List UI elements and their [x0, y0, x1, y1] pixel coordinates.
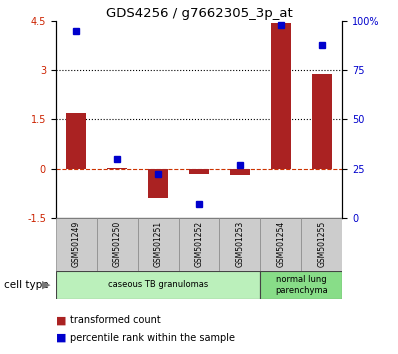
Bar: [107, 168, 127, 169]
Bar: [189, 169, 209, 173]
Text: GSM501255: GSM501255: [317, 221, 326, 267]
Bar: [138, 218, 179, 271]
Bar: [260, 271, 342, 299]
Text: ■: ■: [56, 315, 66, 325]
Text: GSM501254: GSM501254: [276, 221, 285, 267]
Text: ▶: ▶: [41, 280, 50, 290]
Bar: [97, 218, 138, 271]
Text: percentile rank within the sample: percentile rank within the sample: [70, 333, 235, 343]
Text: transformed count: transformed count: [70, 315, 160, 325]
Bar: [312, 74, 332, 169]
Bar: [56, 271, 260, 299]
Bar: [271, 23, 291, 169]
Bar: [66, 113, 86, 169]
Text: GSM501250: GSM501250: [113, 221, 122, 267]
Bar: [179, 218, 219, 271]
Bar: [230, 169, 250, 175]
Title: GDS4256 / g7662305_3p_at: GDS4256 / g7662305_3p_at: [105, 7, 293, 20]
Text: GSM501251: GSM501251: [154, 221, 162, 267]
Text: GSM501249: GSM501249: [72, 221, 81, 267]
Text: cell type: cell type: [4, 280, 49, 290]
Text: normal lung
parenchyma: normal lung parenchyma: [275, 275, 328, 295]
Bar: [56, 218, 97, 271]
Bar: [219, 218, 260, 271]
Bar: [260, 218, 301, 271]
Text: GSM501253: GSM501253: [236, 221, 244, 267]
Text: GSM501252: GSM501252: [195, 221, 203, 267]
Bar: [301, 218, 342, 271]
Bar: [148, 169, 168, 198]
Text: caseous TB granulomas: caseous TB granulomas: [108, 280, 208, 290]
Text: ■: ■: [56, 333, 66, 343]
